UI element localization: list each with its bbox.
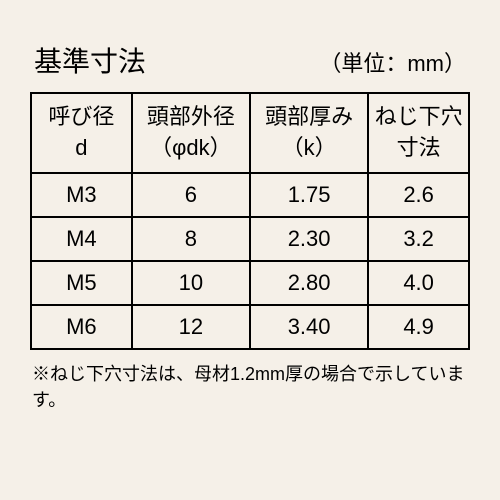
cell-hole: 4.9 <box>368 305 469 349</box>
header-hole-size: ねじ下穴寸法 <box>368 93 469 173</box>
header-diameter: 呼び径 d <box>31 93 132 173</box>
cell-d: M4 <box>31 217 132 261</box>
cell-d: M5 <box>31 261 132 305</box>
cell-k: 3.40 <box>250 305 368 349</box>
cell-k: 2.30 <box>250 217 368 261</box>
cell-hole: 2.6 <box>368 173 469 217</box>
table-header-row: 呼び径 d 頭部外径 （φdk） 頭部厚み （k） ねじ下穴寸法 <box>31 93 469 173</box>
cell-dk: 10 <box>132 261 250 305</box>
table-title: 基準寸法 <box>34 40 146 80</box>
header-head-outer: 頭部外径 （φdk） <box>132 93 250 173</box>
cell-d: M3 <box>31 173 132 217</box>
cell-hole: 3.2 <box>368 217 469 261</box>
header-head-thickness: 頭部厚み （k） <box>250 93 368 173</box>
table-row: M6 12 3.40 4.9 <box>31 305 469 349</box>
cell-hole: 4.0 <box>368 261 469 305</box>
table-row: M3 6 1.75 2.6 <box>31 173 469 217</box>
cell-k: 1.75 <box>250 173 368 217</box>
table-row: M5 10 2.80 4.0 <box>31 261 469 305</box>
header-line1: ねじ下穴寸法 <box>375 104 463 160</box>
unit-label: （単位：mm） <box>319 46 466 78</box>
cell-d: M6 <box>31 305 132 349</box>
cell-dk: 6 <box>132 173 250 217</box>
cell-k: 2.80 <box>250 261 368 305</box>
dimensions-table: 呼び径 d 頭部外径 （φdk） 頭部厚み （k） ねじ下穴寸法 M3 6 1.… <box>30 92 470 350</box>
header-line2: （φdk） <box>150 135 232 160</box>
header-line1: 頭部外径 <box>147 104 235 129</box>
header-row: 基準寸法 （単位：mm） <box>30 40 470 80</box>
footnote: ※ねじ下穴寸法は、母材1.2mm厚の場合で示しています。 <box>30 360 470 412</box>
header-line1: 呼び径 <box>48 104 114 129</box>
cell-dk: 8 <box>132 217 250 261</box>
header-line1: 頭部厚み <box>265 104 353 129</box>
table-row: M4 8 2.30 3.2 <box>31 217 469 261</box>
header-line2: d <box>75 135 87 160</box>
header-line2: （k） <box>282 135 337 160</box>
cell-dk: 12 <box>132 305 250 349</box>
